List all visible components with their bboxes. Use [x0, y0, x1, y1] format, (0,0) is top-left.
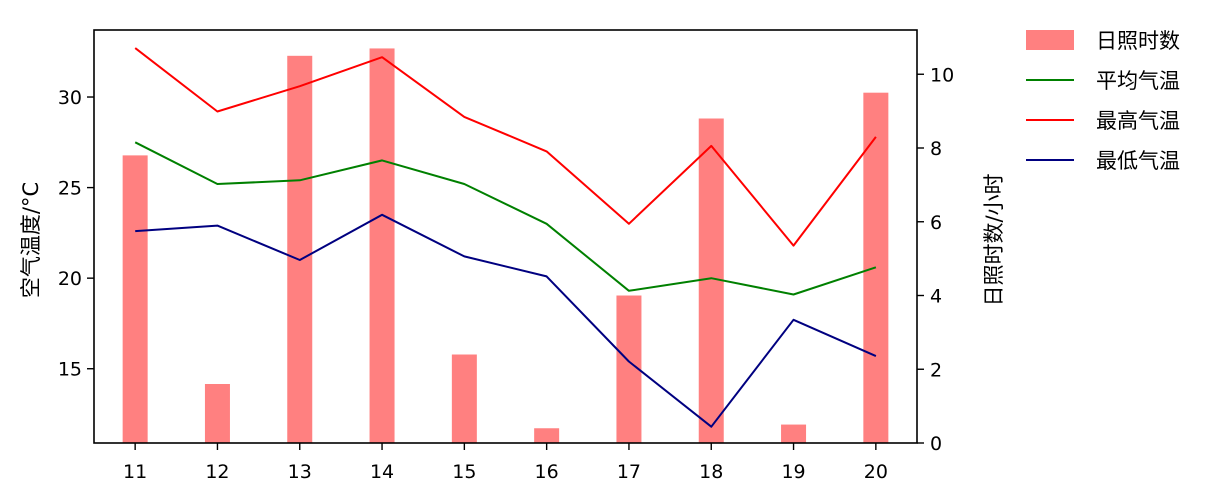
legend-swatch-bar	[1026, 30, 1074, 50]
right-y-tick-label: 2	[930, 359, 942, 381]
left-y-axis-ticks: 15 20 25 30	[58, 87, 94, 381]
left-y-tick-label: 30	[58, 87, 82, 109]
bar-12	[204, 384, 230, 443]
series-line-2	[135, 213, 877, 428]
legend-label: 平均气温	[1096, 69, 1180, 93]
x-tick-label: 12	[205, 461, 229, 483]
bar-15	[451, 354, 477, 443]
bar-14	[369, 48, 395, 443]
x-tick-label: 16	[535, 461, 559, 483]
left-y-tick-label: 25	[58, 178, 82, 200]
right-y-tick-label: 8	[930, 138, 942, 160]
legend-label: 日照时数	[1096, 29, 1180, 53]
right-y-tick-label: 4	[930, 286, 942, 308]
x-tick-label: 11	[123, 461, 147, 483]
right-y-tick-label: 6	[930, 212, 942, 234]
bar-16	[534, 428, 560, 443]
x-tick-label: 14	[370, 461, 394, 483]
x-tick-label: 18	[699, 461, 723, 483]
right-y-tick-label: 10	[930, 64, 954, 86]
series-line-1	[134, 47, 877, 247]
x-tick-label: 17	[617, 461, 641, 483]
x-axis-ticks: 11 12 13 14 15 16 17 18 19 20	[123, 443, 888, 483]
left-y-axis-title: 空气温度/°C	[19, 182, 43, 298]
right-y-axis-title: 日照时数/小时	[982, 173, 1006, 306]
x-tick-label: 19	[781, 461, 805, 483]
x-tick-label: 13	[288, 461, 312, 483]
x-tick-label: 15	[452, 461, 476, 483]
bar-13	[287, 55, 313, 443]
sunshine-bars	[122, 48, 889, 443]
legend-label: 最低气温	[1096, 149, 1180, 173]
temperature-lines	[134, 47, 877, 428]
bar-11	[122, 155, 148, 443]
series-line-0	[134, 141, 877, 296]
bar-19	[781, 424, 807, 443]
right-y-axis-ticks: 0 2 4 6 8 10	[917, 64, 954, 455]
legend-label: 最高气温	[1096, 109, 1180, 133]
left-y-tick-label: 20	[58, 268, 82, 290]
plot-frame	[93, 29, 918, 444]
right-y-tick-label: 0	[930, 433, 942, 455]
left-y-tick-label: 15	[58, 359, 82, 381]
x-tick-label: 20	[864, 461, 888, 483]
plot-axes	[93, 29, 918, 444]
